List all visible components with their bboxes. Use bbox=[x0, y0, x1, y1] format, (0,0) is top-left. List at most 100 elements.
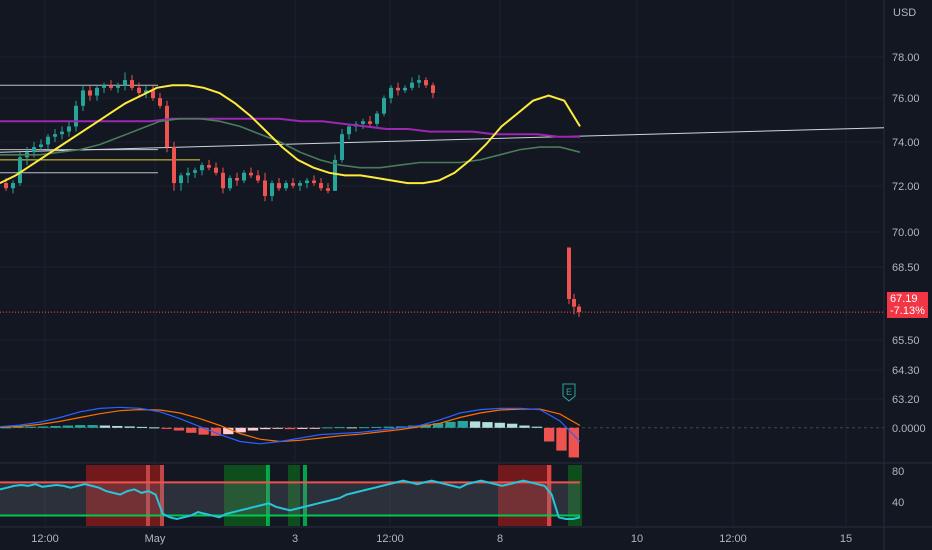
macd-tick-label: 0.0000 bbox=[892, 423, 926, 435]
macd-histogram-bar bbox=[321, 427, 333, 429]
price-pane[interactable] bbox=[0, 72, 885, 317]
macd-histogram-bar bbox=[543, 427, 555, 442]
oscillator-zone bbox=[146, 465, 150, 526]
candle-body bbox=[242, 172, 246, 181]
currency-label: USD bbox=[893, 7, 916, 19]
candle-body bbox=[158, 98, 162, 106]
macd-histogram-bar bbox=[13, 426, 24, 428]
earnings-marker[interactable]: E bbox=[562, 383, 576, 402]
candle-body bbox=[67, 126, 71, 132]
candle-body bbox=[221, 172, 225, 189]
candle-body bbox=[95, 87, 99, 96]
candle-body bbox=[109, 85, 113, 88]
macd-signal-line bbox=[0, 408, 581, 443]
time-tick-label: 10 bbox=[631, 533, 643, 545]
candle-body bbox=[403, 87, 407, 91]
macd-histogram-bar bbox=[432, 423, 444, 428]
macd-histogram-bar bbox=[161, 427, 172, 429]
time-axis[interactable]: 12:00 May 3 12:00 8 10 12:00 15 bbox=[31, 533, 852, 545]
oscillator-tick-label: 80 bbox=[892, 466, 904, 478]
candle-body bbox=[298, 183, 302, 186]
macd-histogram-bar bbox=[482, 422, 493, 428]
candle-body bbox=[4, 183, 8, 189]
earnings-marker-shape bbox=[562, 383, 576, 402]
candle-body bbox=[102, 85, 106, 88]
oscillator-zone bbox=[547, 465, 551, 526]
candle-body bbox=[137, 87, 141, 93]
price-tick-label: 76.00 bbox=[892, 93, 920, 105]
candle-body bbox=[39, 144, 43, 148]
candle-body bbox=[116, 85, 120, 88]
candle-body bbox=[32, 147, 36, 153]
candle-body bbox=[179, 175, 183, 184]
candle-body bbox=[424, 80, 428, 86]
macd-histogram-bar bbox=[87, 425, 98, 428]
candle-body bbox=[312, 180, 316, 184]
candle-body bbox=[417, 80, 421, 83]
price-tick-label: 63.20 bbox=[892, 394, 920, 406]
candle-body bbox=[235, 177, 239, 181]
time-tick-label: May bbox=[145, 533, 166, 545]
candle-body bbox=[577, 306, 581, 313]
macd-histogram-bar bbox=[124, 426, 135, 428]
price-tick-label: 64.30 bbox=[892, 365, 920, 377]
trendline bbox=[0, 127, 885, 153]
oscillator-pane[interactable] bbox=[0, 465, 582, 526]
macd-histogram-bar bbox=[346, 427, 357, 429]
candle-body bbox=[46, 136, 50, 145]
earnings-marker-label: E bbox=[566, 387, 572, 397]
macd-histogram-bar bbox=[260, 427, 271, 430]
candle-body bbox=[81, 90, 85, 106]
macd-histogram-bar bbox=[198, 427, 209, 435]
last-price-tag: 67.19 -7.13% bbox=[887, 292, 928, 318]
macd-pane[interactable] bbox=[0, 406, 884, 458]
candle-body bbox=[130, 80, 134, 88]
candle-body bbox=[284, 183, 288, 189]
candle-body bbox=[410, 82, 414, 88]
candle-body bbox=[431, 85, 435, 93]
candle-body bbox=[228, 177, 232, 189]
candle-body bbox=[172, 147, 176, 184]
time-tick-label: 8 bbox=[497, 533, 503, 545]
candle-body bbox=[60, 131, 64, 135]
macd-histogram-bar bbox=[457, 420, 468, 428]
candle-body bbox=[144, 90, 148, 93]
candle-body bbox=[11, 183, 15, 189]
candle-body bbox=[186, 172, 190, 176]
candle-body bbox=[396, 87, 400, 91]
candle-body bbox=[567, 247, 571, 299]
macd-histogram-bar bbox=[173, 427, 185, 431]
macd-histogram-bar bbox=[506, 423, 518, 428]
price-tick-label: 68.50 bbox=[892, 262, 920, 274]
oscillator-zone bbox=[568, 465, 582, 526]
candle-body bbox=[347, 126, 351, 135]
oscillator-zone bbox=[266, 465, 270, 526]
macd-histogram-bar bbox=[210, 427, 222, 436]
last-price-value: 67.19 bbox=[890, 293, 918, 305]
time-tick-label: 15 bbox=[840, 533, 852, 545]
candle-body bbox=[270, 183, 274, 196]
candle-body bbox=[193, 170, 197, 173]
candle-body bbox=[249, 172, 253, 176]
time-tick-label: 3 bbox=[292, 533, 298, 545]
macd-histogram-bar bbox=[223, 427, 234, 435]
candle-body bbox=[263, 180, 267, 196]
candle-body bbox=[165, 105, 169, 148]
price-tick-label: 65.50 bbox=[892, 335, 920, 347]
candle-body bbox=[340, 134, 344, 160]
candle-body bbox=[389, 87, 393, 99]
macd-histogram-bar bbox=[309, 427, 320, 429]
macd-histogram-bar bbox=[38, 426, 49, 428]
macd-histogram-bar bbox=[186, 427, 197, 433]
macd-histogram-bar bbox=[272, 427, 283, 429]
candle-body bbox=[88, 90, 92, 96]
macd-histogram-bar bbox=[99, 425, 111, 428]
oscillator-line bbox=[0, 479, 581, 521]
macd-histogram-bar bbox=[284, 427, 296, 430]
time-tick-label: 12:00 bbox=[376, 533, 404, 545]
candle-body bbox=[277, 183, 281, 189]
macd-histogram-bar bbox=[112, 425, 123, 428]
price-axis[interactable]: 78.00 76.00 74.00 72.00 70.00 68.50 65.50 64.30… bbox=[892, 52, 926, 509]
